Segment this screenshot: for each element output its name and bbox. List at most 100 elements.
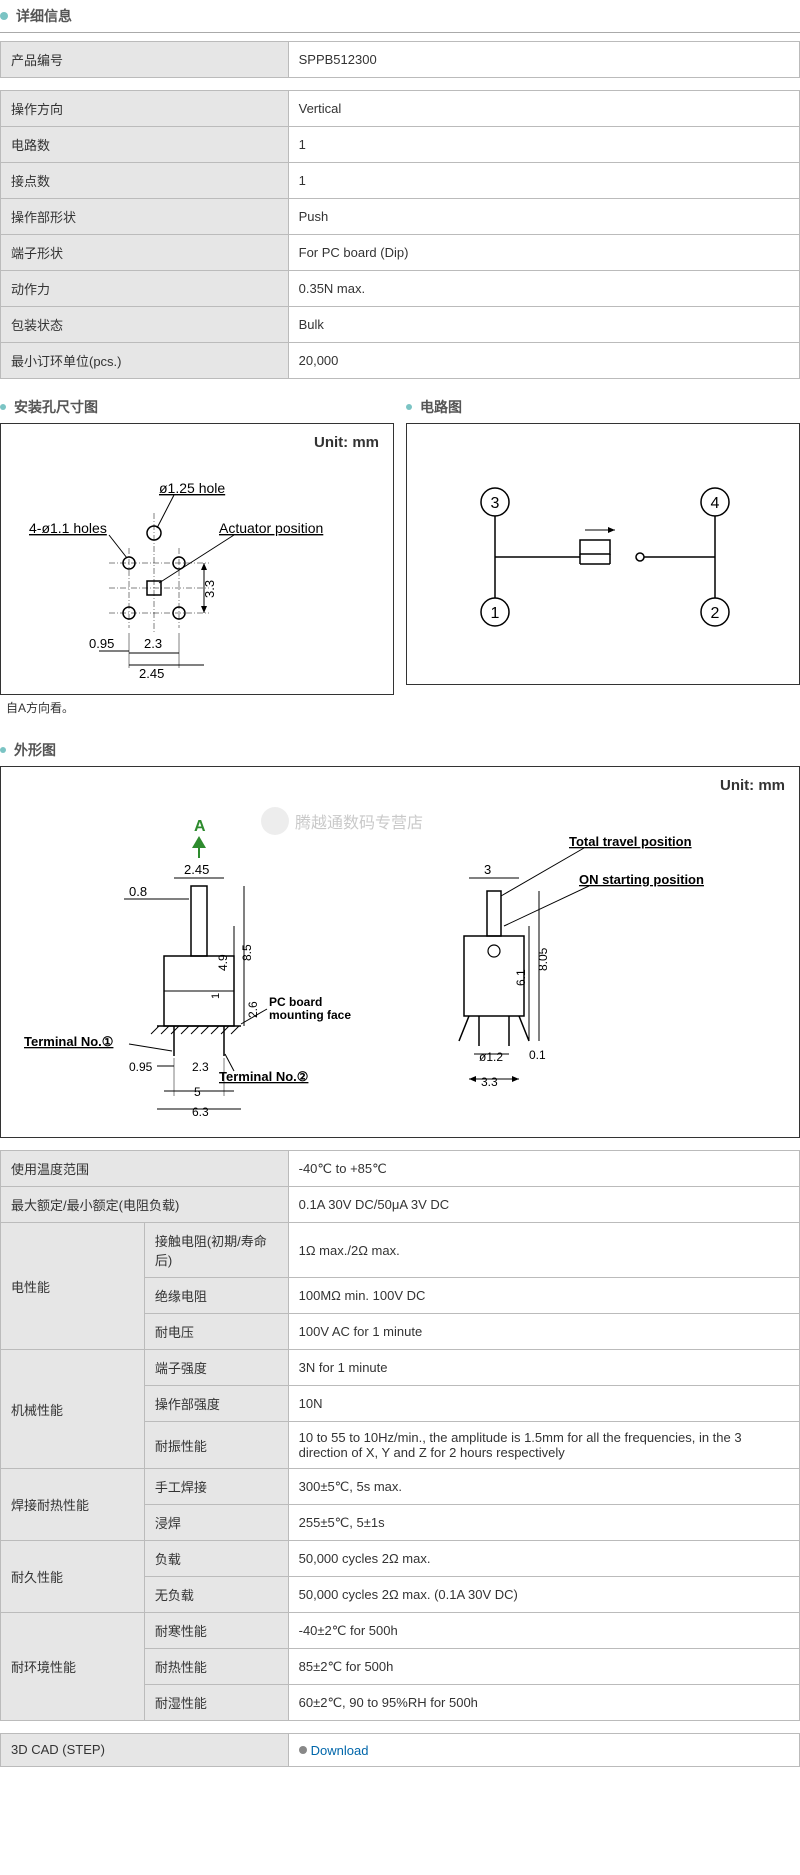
spec-label: 操作方向 (1, 91, 289, 127)
svg-text:0.95: 0.95 (129, 1060, 153, 1074)
section-mounting-title: 安装孔尺寸图 (14, 397, 98, 417)
download-button[interactable]: Download (299, 1743, 369, 1758)
spec-group: 耐久性能 (1, 1541, 145, 1613)
spec-value: Vertical (288, 91, 799, 127)
spec-value: 255±5℃, 5±1s (288, 1505, 799, 1541)
spec-value: 20,000 (288, 343, 799, 379)
download-label: 3D CAD (STEP) (1, 1734, 289, 1767)
spec-group: 耐环境性能 (1, 1613, 145, 1721)
spec-label: 端子形状 (1, 235, 289, 271)
spec-sublabel: 操作部强度 (144, 1386, 288, 1422)
spec-label: 使用温度范围 (1, 1151, 289, 1187)
circuit-diagram: 3 1 4 2 (406, 423, 800, 685)
svg-text:2.45: 2.45 (139, 666, 164, 681)
mounting-diagram: Unit: mm 4-ø1.1 holes (0, 423, 394, 695)
spec-sublabel: 负载 (144, 1541, 288, 1577)
spec-sublabel: 耐湿性能 (144, 1685, 288, 1721)
product-table: 产品编号 SPPB512300 (0, 41, 800, 78)
svg-text:6.1: 6.1 (514, 969, 528, 986)
product-label: 产品编号 (1, 42, 289, 78)
svg-text:2.45: 2.45 (184, 862, 209, 877)
detailed-specs-table: 使用温度范围-40℃ to +85℃最大额定/最小额定(电阻负载)0.1A 30… (0, 1150, 800, 1721)
spec-value: 10N (288, 1386, 799, 1422)
section-detail-header: 详细信息 (0, 0, 800, 32)
spec-value: 85±2℃ for 500h (288, 1649, 799, 1685)
svg-text:0.95: 0.95 (89, 636, 114, 651)
table-row: 最大额定/最小额定(电阻负载)0.1A 30V DC/50μA 3V DC (1, 1187, 800, 1223)
unit-label: Unit: mm (9, 432, 385, 453)
spec-value: For PC board (Dip) (288, 235, 799, 271)
divider (0, 32, 800, 33)
bullet-icon (0, 404, 6, 410)
outline-diagram: Unit: mm 腾越通数码专营店 A 2.45 0.8 (0, 766, 800, 1138)
table-row: 焊接耐热性能手工焊接300±5℃, 5s max. (1, 1469, 800, 1505)
download-table: 3D CAD (STEP) Download (0, 1733, 800, 1767)
spec-value: 10 to 55 to 10Hz/min., the amplitude is … (288, 1422, 799, 1469)
spec-group: 焊接耐热性能 (1, 1469, 145, 1541)
actuator-label: Actuator position (219, 520, 323, 536)
svg-text:6.3: 6.3 (192, 1105, 209, 1119)
table-row: 包装状态Bulk (1, 307, 800, 343)
spec-value: Push (288, 199, 799, 235)
spec-sublabel: 接触电阻(初期/寿命后) (144, 1223, 288, 1278)
table-row: 使用温度范围-40℃ to +85℃ (1, 1151, 800, 1187)
spec-value: 50,000 cycles 2Ω max. (288, 1541, 799, 1577)
svg-text:4: 4 (711, 495, 720, 512)
svg-text:5: 5 (194, 1085, 201, 1099)
spec-sublabel: 浸焊 (144, 1505, 288, 1541)
spec-value: -40℃ to +85℃ (288, 1151, 799, 1187)
table-row: 动作力0.35N max. (1, 271, 800, 307)
spec-sublabel: 耐寒性能 (144, 1613, 288, 1649)
table-row: 接点数1 (1, 163, 800, 199)
svg-text:1: 1 (210, 993, 222, 999)
table-row: 端子形状For PC board (Dip) (1, 235, 800, 271)
svg-text:2.3: 2.3 (144, 636, 162, 651)
circuit-svg: 3 1 4 2 (415, 432, 785, 672)
spec-value: 3N for 1 minute (288, 1350, 799, 1386)
section-detail-title: 详细信息 (16, 6, 72, 26)
spec-label: 动作力 (1, 271, 289, 307)
svg-text:4.9: 4.9 (216, 954, 230, 971)
table-row: 操作方向Vertical (1, 91, 800, 127)
spec-value: 60±2℃, 90 to 95%RH for 500h (288, 1685, 799, 1721)
watermark-text: 腾越通数码专营店 (295, 809, 423, 833)
holes4-label: 4-ø1.1 holes (29, 520, 107, 536)
spec-label: 包装状态 (1, 307, 289, 343)
table-row: 机械性能端子强度3N for 1 minute (1, 1350, 800, 1386)
svg-text:8.05: 8.05 (536, 947, 550, 971)
section-outline-header: 外形图 (0, 734, 800, 766)
spec-value: 300±5℃, 5s max. (288, 1469, 799, 1505)
spec-group: 电性能 (1, 1223, 145, 1350)
spec-value: 50,000 cycles 2Ω max. (0.1A 30V DC) (288, 1577, 799, 1613)
basic-specs-table: 操作方向Vertical电路数1接点数1操作部形状Push端子形状For PC … (0, 90, 800, 379)
spec-sublabel: 绝缘电阻 (144, 1278, 288, 1314)
spec-value: 100MΩ min. 100V DC (288, 1278, 799, 1314)
spec-label: 最小订环单位(pcs.) (1, 343, 289, 379)
spec-label: 电路数 (1, 127, 289, 163)
bullet-icon (0, 12, 8, 20)
spec-sublabel: 耐振性能 (144, 1422, 288, 1469)
spec-value: 0.35N max. (288, 271, 799, 307)
download-text: Download (311, 1743, 369, 1758)
svg-text:3.3: 3.3 (481, 1075, 498, 1089)
section-circuit-header: 电路图 (406, 391, 800, 423)
svg-text:0.8: 0.8 (129, 884, 147, 899)
spec-sublabel: 耐热性能 (144, 1649, 288, 1685)
spec-sublabel: 耐电压 (144, 1314, 288, 1350)
table-row: 耐环境性能耐寒性能-40±2℃ for 500h (1, 1613, 800, 1649)
spec-label: 操作部形状 (1, 199, 289, 235)
spec-group: 机械性能 (1, 1350, 145, 1469)
watermark: 腾越通数码专营店 (261, 807, 423, 835)
download-icon (299, 1746, 307, 1754)
spec-value: 1Ω max./2Ω max. (288, 1223, 799, 1278)
svg-text:8.5: 8.5 (240, 944, 254, 961)
svg-text:Terminal No.①: Terminal No.① (24, 1034, 113, 1049)
spec-value: 0.1A 30V DC/50μA 3V DC (288, 1187, 799, 1223)
section-mounting-header: 安装孔尺寸图 (0, 391, 394, 423)
table-row: 电性能接触电阻(初期/寿命后)1Ω max./2Ω max. (1, 1223, 800, 1278)
svg-text:Terminal No.②: Terminal No.② (219, 1069, 308, 1084)
section-circuit-title: 电路图 (420, 397, 462, 417)
spec-value: 1 (288, 163, 799, 199)
table-row: 操作部形状Push (1, 199, 800, 235)
hole125-label: ø1.25 hole (159, 480, 225, 496)
